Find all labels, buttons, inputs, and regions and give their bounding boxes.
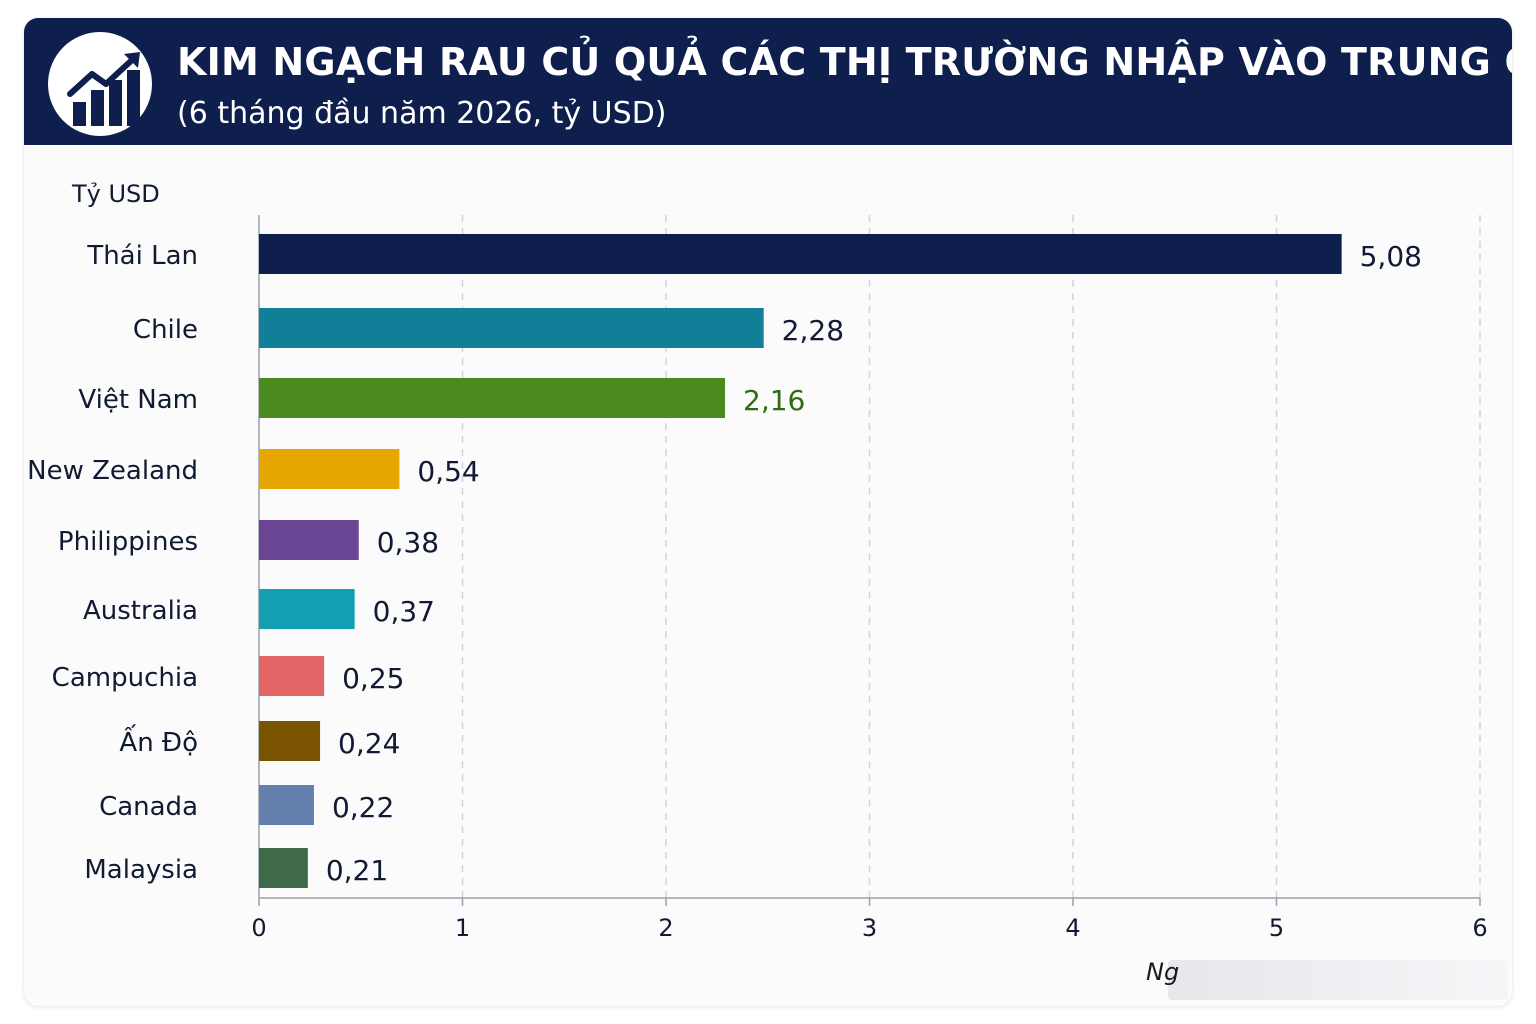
chart-subtitle: (6 tháng đầu năm 2026, tỷ USD)	[177, 96, 667, 131]
logo-badge	[48, 32, 152, 136]
category-label: Australia	[83, 596, 198, 626]
watermark-text: Ng	[1146, 958, 1180, 986]
category-label: Canada	[99, 792, 198, 822]
category-label: Chile	[133, 315, 198, 345]
data-label: 0,37	[373, 595, 435, 628]
bar	[259, 848, 308, 888]
x-tick-label: 1	[455, 914, 470, 942]
category-label: Campuchia	[52, 663, 198, 693]
chart-card: KIM NGẠCH RAU CỦ QUẢ CÁC THỊ TRƯỜNG NHẬP…	[24, 18, 1512, 1006]
data-label: 2,28	[782, 314, 844, 347]
y-axis-unit-label: Tỷ USD	[72, 180, 160, 208]
category-label: New Zealand	[27, 456, 198, 486]
data-label: 0,24	[338, 727, 400, 760]
x-tick-label: 6	[1472, 914, 1487, 942]
x-tick-label: 0	[251, 914, 266, 942]
chart-title: KIM NGẠCH RAU CỦ QUẢ CÁC THỊ TRƯỜNG NHẬP…	[177, 40, 1512, 84]
data-label: 0,22	[332, 791, 394, 824]
x-tick-label: 4	[1065, 914, 1080, 942]
category-label: Malaysia	[84, 855, 198, 885]
bar	[259, 589, 355, 629]
bar	[259, 785, 314, 825]
category-label: Ấn Độ	[119, 723, 198, 758]
category-label: Philippines	[58, 527, 198, 557]
x-tick-label: 5	[1269, 914, 1284, 942]
data-label: 0,38	[377, 526, 439, 559]
x-tick-label: 2	[658, 914, 673, 942]
data-label: 2,16	[743, 384, 805, 417]
bar-chart-trend-icon	[67, 52, 140, 126]
bar	[259, 378, 726, 418]
bar	[259, 308, 764, 348]
bar	[259, 721, 321, 761]
bar	[259, 449, 400, 489]
data-label: 0,54	[417, 455, 479, 488]
bar	[259, 656, 325, 696]
x-tick-label: 3	[862, 914, 877, 942]
category-label: Việt Nam	[78, 385, 198, 415]
data-label: 5,08	[1360, 240, 1422, 273]
category-label: Thái Lan	[86, 241, 198, 271]
watermark-blur	[1168, 960, 1508, 1000]
data-label: 0,25	[342, 662, 404, 695]
data-label: 0,21	[326, 854, 388, 887]
bar	[259, 520, 359, 560]
bar	[259, 234, 1342, 274]
header-banner: KIM NGẠCH RAU CỦ QUẢ CÁC THỊ TRƯỜNG NHẬP…	[24, 18, 1512, 145]
